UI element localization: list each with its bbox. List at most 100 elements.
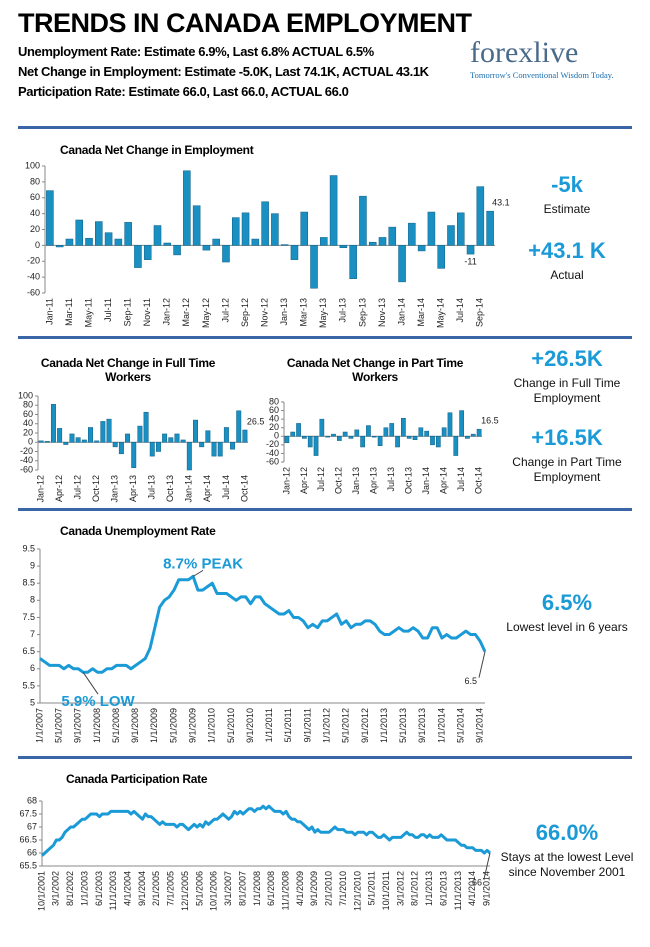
line <box>40 804 492 857</box>
bar <box>183 170 191 246</box>
x-tick-label: Apr-14 <box>439 467 449 494</box>
bar <box>180 439 186 443</box>
bar <box>44 441 50 443</box>
bar <box>231 217 240 246</box>
bar <box>408 222 416 246</box>
x-tick-label: Jan-14 <box>396 298 406 326</box>
chart-title: Canada Unemployment Rate <box>60 524 216 538</box>
x-tick-label: 10/1/2001 <box>36 871 46 911</box>
bar <box>46 190 54 246</box>
bar <box>95 221 103 246</box>
x-tick-label: 1/1/2014 <box>436 708 446 743</box>
x-tick-label: Apr-12 <box>299 467 309 494</box>
stat-value: -5k <box>551 172 583 197</box>
x-tick-label: 5/1/2010 <box>226 708 236 743</box>
x-tick-label: Sep-11 <box>123 298 133 326</box>
x-tick-label: 9/1/2004 <box>137 871 147 906</box>
separator <box>18 336 632 339</box>
separator <box>18 756 632 759</box>
bar <box>236 410 242 443</box>
bar <box>217 442 223 457</box>
bar <box>310 245 318 289</box>
y-tick-label: 8.5 <box>22 578 35 588</box>
bar <box>75 219 84 246</box>
stat: -5k Estimate <box>497 172 637 217</box>
bar <box>427 211 436 246</box>
x-tick-label: Sep-12 <box>240 298 250 327</box>
bar <box>63 442 69 445</box>
leader-line <box>192 569 204 577</box>
x-tick-label: 9/1/2011 <box>302 708 312 742</box>
bar <box>186 442 192 471</box>
bar <box>199 442 205 448</box>
stat-label: Stays at the lowest Level since November… <box>500 850 634 879</box>
bar <box>377 436 383 446</box>
bar <box>366 425 371 437</box>
bar <box>486 210 494 246</box>
x-tick-label: Apr-12 <box>54 475 64 502</box>
x-tick-label: 1/1/2008 <box>252 871 262 906</box>
x-tick-label: 11/1/2003 <box>108 871 118 910</box>
x-tick-label: 11/1/2008 <box>280 871 290 910</box>
bar <box>205 430 211 443</box>
y-tick-label: -20 <box>266 439 279 449</box>
x-tick-label: 10/1/2006 <box>209 871 219 911</box>
bar <box>395 436 400 448</box>
bar <box>339 245 348 249</box>
x-tick-label: 1/1/2012 <box>321 708 331 743</box>
bar <box>290 431 296 437</box>
bar <box>329 175 338 246</box>
stat: 6.5% Lowest level in 6 years <box>497 590 637 635</box>
bar <box>162 433 168 443</box>
y-tick-label: 66.5 <box>19 834 37 844</box>
x-tick-label: 5/1/2011 <box>283 708 293 742</box>
y-tick-label: 0 <box>274 431 279 441</box>
bar <box>476 186 485 246</box>
x-tick-label: 5/1/2009 <box>168 708 178 743</box>
bar <box>192 205 201 246</box>
x-tick-label: 1/1/2010 <box>207 708 217 743</box>
y-tick-label: 67.5 <box>19 808 37 818</box>
y-tick-label: 7 <box>30 629 35 639</box>
bar <box>453 436 459 456</box>
bar <box>447 225 455 246</box>
bar <box>131 442 137 468</box>
y-tick-label: 20 <box>23 427 33 437</box>
x-tick-label: Jul-11 <box>103 298 113 322</box>
bar <box>112 442 118 448</box>
bar <box>149 442 155 457</box>
x-tick-label: 12/1/2010 <box>352 871 362 911</box>
x-tick-label: May-11 <box>83 298 93 327</box>
bar <box>143 411 149 443</box>
bar <box>360 436 365 448</box>
chart-title: Canada Net Change in Employment <box>60 143 254 157</box>
x-tick-label: 9/1/2008 <box>130 708 140 743</box>
bar <box>100 421 106 443</box>
x-tick-label: 6/1/2008 <box>266 871 276 906</box>
x-tick-label: Jan-13 <box>110 475 120 503</box>
y-tick-label: 80 <box>30 176 40 186</box>
bar <box>125 433 131 443</box>
bar <box>211 442 217 457</box>
x-tick-label: 5/1/2013 <box>398 708 408 743</box>
bar <box>202 245 211 251</box>
bar <box>476 428 482 437</box>
x-tick-label: 4/1/2009 <box>295 871 305 906</box>
line <box>39 574 487 674</box>
x-tick-label: Jul-14 <box>456 467 466 492</box>
bar <box>134 245 142 268</box>
annotation: 5.9% LOW <box>61 693 135 710</box>
bar <box>336 436 342 441</box>
x-tick-label: 5/1/2011 <box>367 871 377 905</box>
x-tick-label: Jul-14 <box>455 298 465 323</box>
bar <box>348 436 354 439</box>
y-tick-label: 80 <box>23 400 33 410</box>
y-tick-label: 60 <box>30 192 40 202</box>
bar <box>459 410 464 437</box>
bar <box>456 212 465 246</box>
x-tick-label: 8/1/2012 <box>410 871 420 906</box>
bar <box>418 427 424 437</box>
y-tick-label: 40 <box>30 208 40 218</box>
x-tick-label: 1/1/2003 <box>79 871 89 906</box>
